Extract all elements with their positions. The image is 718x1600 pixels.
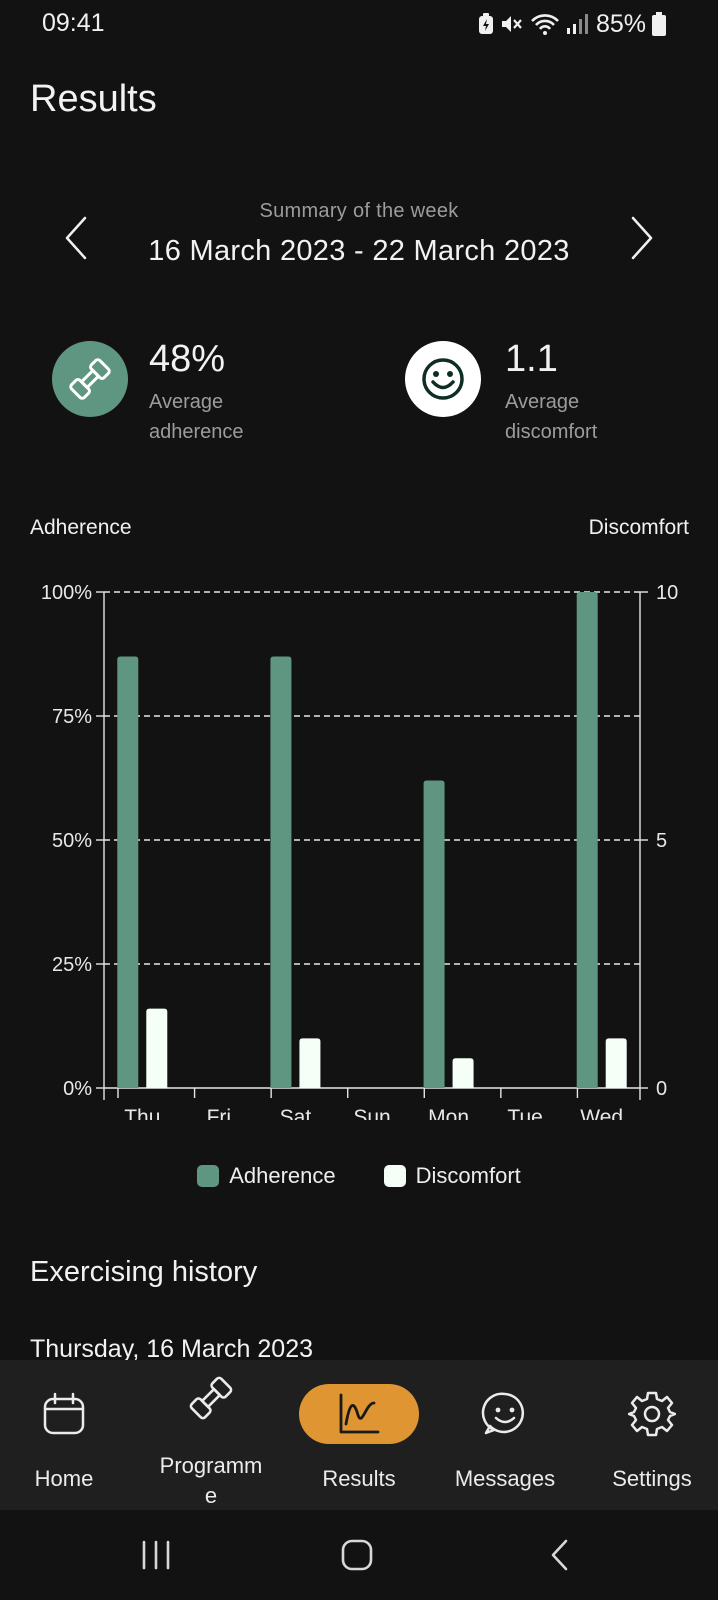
next-week-button[interactable] bbox=[622, 214, 662, 262]
page-title: Results bbox=[30, 78, 157, 120]
status-bar: 09:41 85% bbox=[0, 0, 718, 50]
dumbbell-icon bbox=[69, 358, 111, 400]
discomfort-bar-sat bbox=[299, 1038, 321, 1088]
legend-item-adherence: Adherence bbox=[197, 1163, 336, 1189]
legend-swatch-adherence bbox=[197, 1165, 220, 1187]
tab-results[interactable]: Results bbox=[289, 1360, 429, 1510]
back-icon bbox=[551, 1539, 568, 1571]
previous-week-button[interactable] bbox=[56, 214, 96, 262]
chevron-left-icon bbox=[65, 216, 87, 260]
tab-programme-label: Programm e bbox=[159, 1453, 263, 1508]
right-axis-tick-label: 0 bbox=[656, 1078, 667, 1100]
right-axis-tick-label: 10 bbox=[656, 582, 678, 604]
chat-smiley-icon bbox=[481, 1392, 525, 1435]
right-axis-tick-label: 5 bbox=[656, 830, 667, 852]
left-axis-tick-label: 0% bbox=[63, 1078, 92, 1100]
tab-messages-label: Messages bbox=[454, 1466, 556, 1491]
back-button[interactable] bbox=[530, 1530, 590, 1580]
battery-percent: 85% bbox=[595, 9, 646, 38]
dumbbell-icon bbox=[189, 1376, 233, 1420]
discomfort-value: 1.1 bbox=[505, 338, 558, 380]
home-button[interactable] bbox=[327, 1530, 387, 1580]
status-time: 09:41 bbox=[42, 9, 105, 37]
history-date[interactable]: Thursday, 16 March 2023 bbox=[30, 1335, 314, 1363]
chart-icon bbox=[339, 1393, 380, 1434]
system-nav-bar bbox=[0, 1510, 718, 1600]
x-axis-tick-label: Sat bbox=[280, 1106, 312, 1120]
left-axis-tick-label: 25% bbox=[52, 954, 92, 976]
adherence-value: 48% bbox=[149, 338, 226, 380]
tab-home[interactable]: Home bbox=[0, 1360, 134, 1510]
adherence-bar-wed bbox=[576, 592, 598, 1088]
left-axis-tick-label: 75% bbox=[52, 706, 92, 728]
tab-home-label: Home bbox=[34, 1466, 94, 1491]
section-title-history: Exercising history bbox=[30, 1256, 258, 1288]
adherence-label: Average adherence bbox=[149, 391, 244, 443]
right-axis-title: Discomfort bbox=[588, 516, 689, 539]
tab-programme[interactable]: Programm e bbox=[141, 1360, 281, 1510]
gear-icon bbox=[628, 1391, 676, 1437]
wifi-icon bbox=[531, 14, 559, 35]
adherence-stat-badge bbox=[52, 341, 128, 417]
x-axis-tick-label: Thu bbox=[124, 1106, 160, 1120]
status-icons: 85% bbox=[478, 9, 666, 39]
chart-legend: Adherence Discomfort bbox=[0, 1163, 718, 1189]
chevron-right-icon bbox=[631, 216, 653, 260]
recents-icon bbox=[142, 1540, 170, 1570]
left-axis-tick-label: 50% bbox=[52, 830, 92, 852]
left-axis-tick-label: 100% bbox=[41, 582, 92, 604]
legend-swatch-discomfort bbox=[383, 1165, 406, 1187]
active-tab-indicator bbox=[299, 1384, 419, 1444]
tab-results-label: Results bbox=[322, 1466, 396, 1491]
home-icon bbox=[341, 1539, 373, 1571]
left-axis-title: Adherence bbox=[30, 516, 132, 539]
x-axis-tick-label: Mon bbox=[428, 1106, 469, 1120]
legend-item-discomfort: Discomfort bbox=[383, 1163, 521, 1189]
legend-label-adherence: Adherence bbox=[229, 1163, 336, 1188]
signal-icon bbox=[566, 14, 588, 34]
weekly-chart: 0% 25% 50% 75% 100% 0 5 10 Thu Fri Sat Sun Mon Tue Wed bbox=[41, 582, 678, 1120]
x-axis-tick-label: Sun bbox=[353, 1106, 390, 1120]
discomfort-bar-thu bbox=[146, 1008, 168, 1088]
smiley-icon bbox=[422, 358, 464, 400]
discomfort-label: Average discomfort bbox=[505, 391, 598, 443]
discomfort-bar-wed bbox=[605, 1038, 627, 1088]
battery-icon bbox=[652, 12, 666, 36]
x-axis-tick-label: Fri bbox=[207, 1106, 232, 1120]
week-subtitle: Summary of the week bbox=[259, 200, 459, 222]
bottom-nav: Home Programm e Results bbox=[0, 1360, 718, 1510]
adherence-bar-thu bbox=[117, 656, 139, 1088]
legend-label-discomfort: Discomfort bbox=[415, 1163, 521, 1188]
tab-settings[interactable]: Settings bbox=[582, 1360, 718, 1510]
calendar-icon bbox=[43, 1392, 85, 1435]
adherence-bar-sat bbox=[270, 656, 292, 1088]
x-axis-tick-label: Wed bbox=[580, 1106, 623, 1120]
recents-button[interactable] bbox=[126, 1530, 186, 1580]
tab-settings-label: Settings bbox=[612, 1466, 692, 1491]
discomfort-stat-badge bbox=[405, 341, 481, 417]
adherence-bar-mon bbox=[423, 780, 445, 1088]
battery-saver-icon bbox=[478, 13, 493, 34]
week-range: 16 March 2023 - 22 March 2023 bbox=[148, 235, 570, 267]
discomfort-bar-mon bbox=[452, 1058, 474, 1088]
tab-messages[interactable]: Messages bbox=[435, 1360, 575, 1510]
mute-icon bbox=[501, 16, 522, 32]
x-axis-tick-label: Tue bbox=[507, 1106, 542, 1120]
